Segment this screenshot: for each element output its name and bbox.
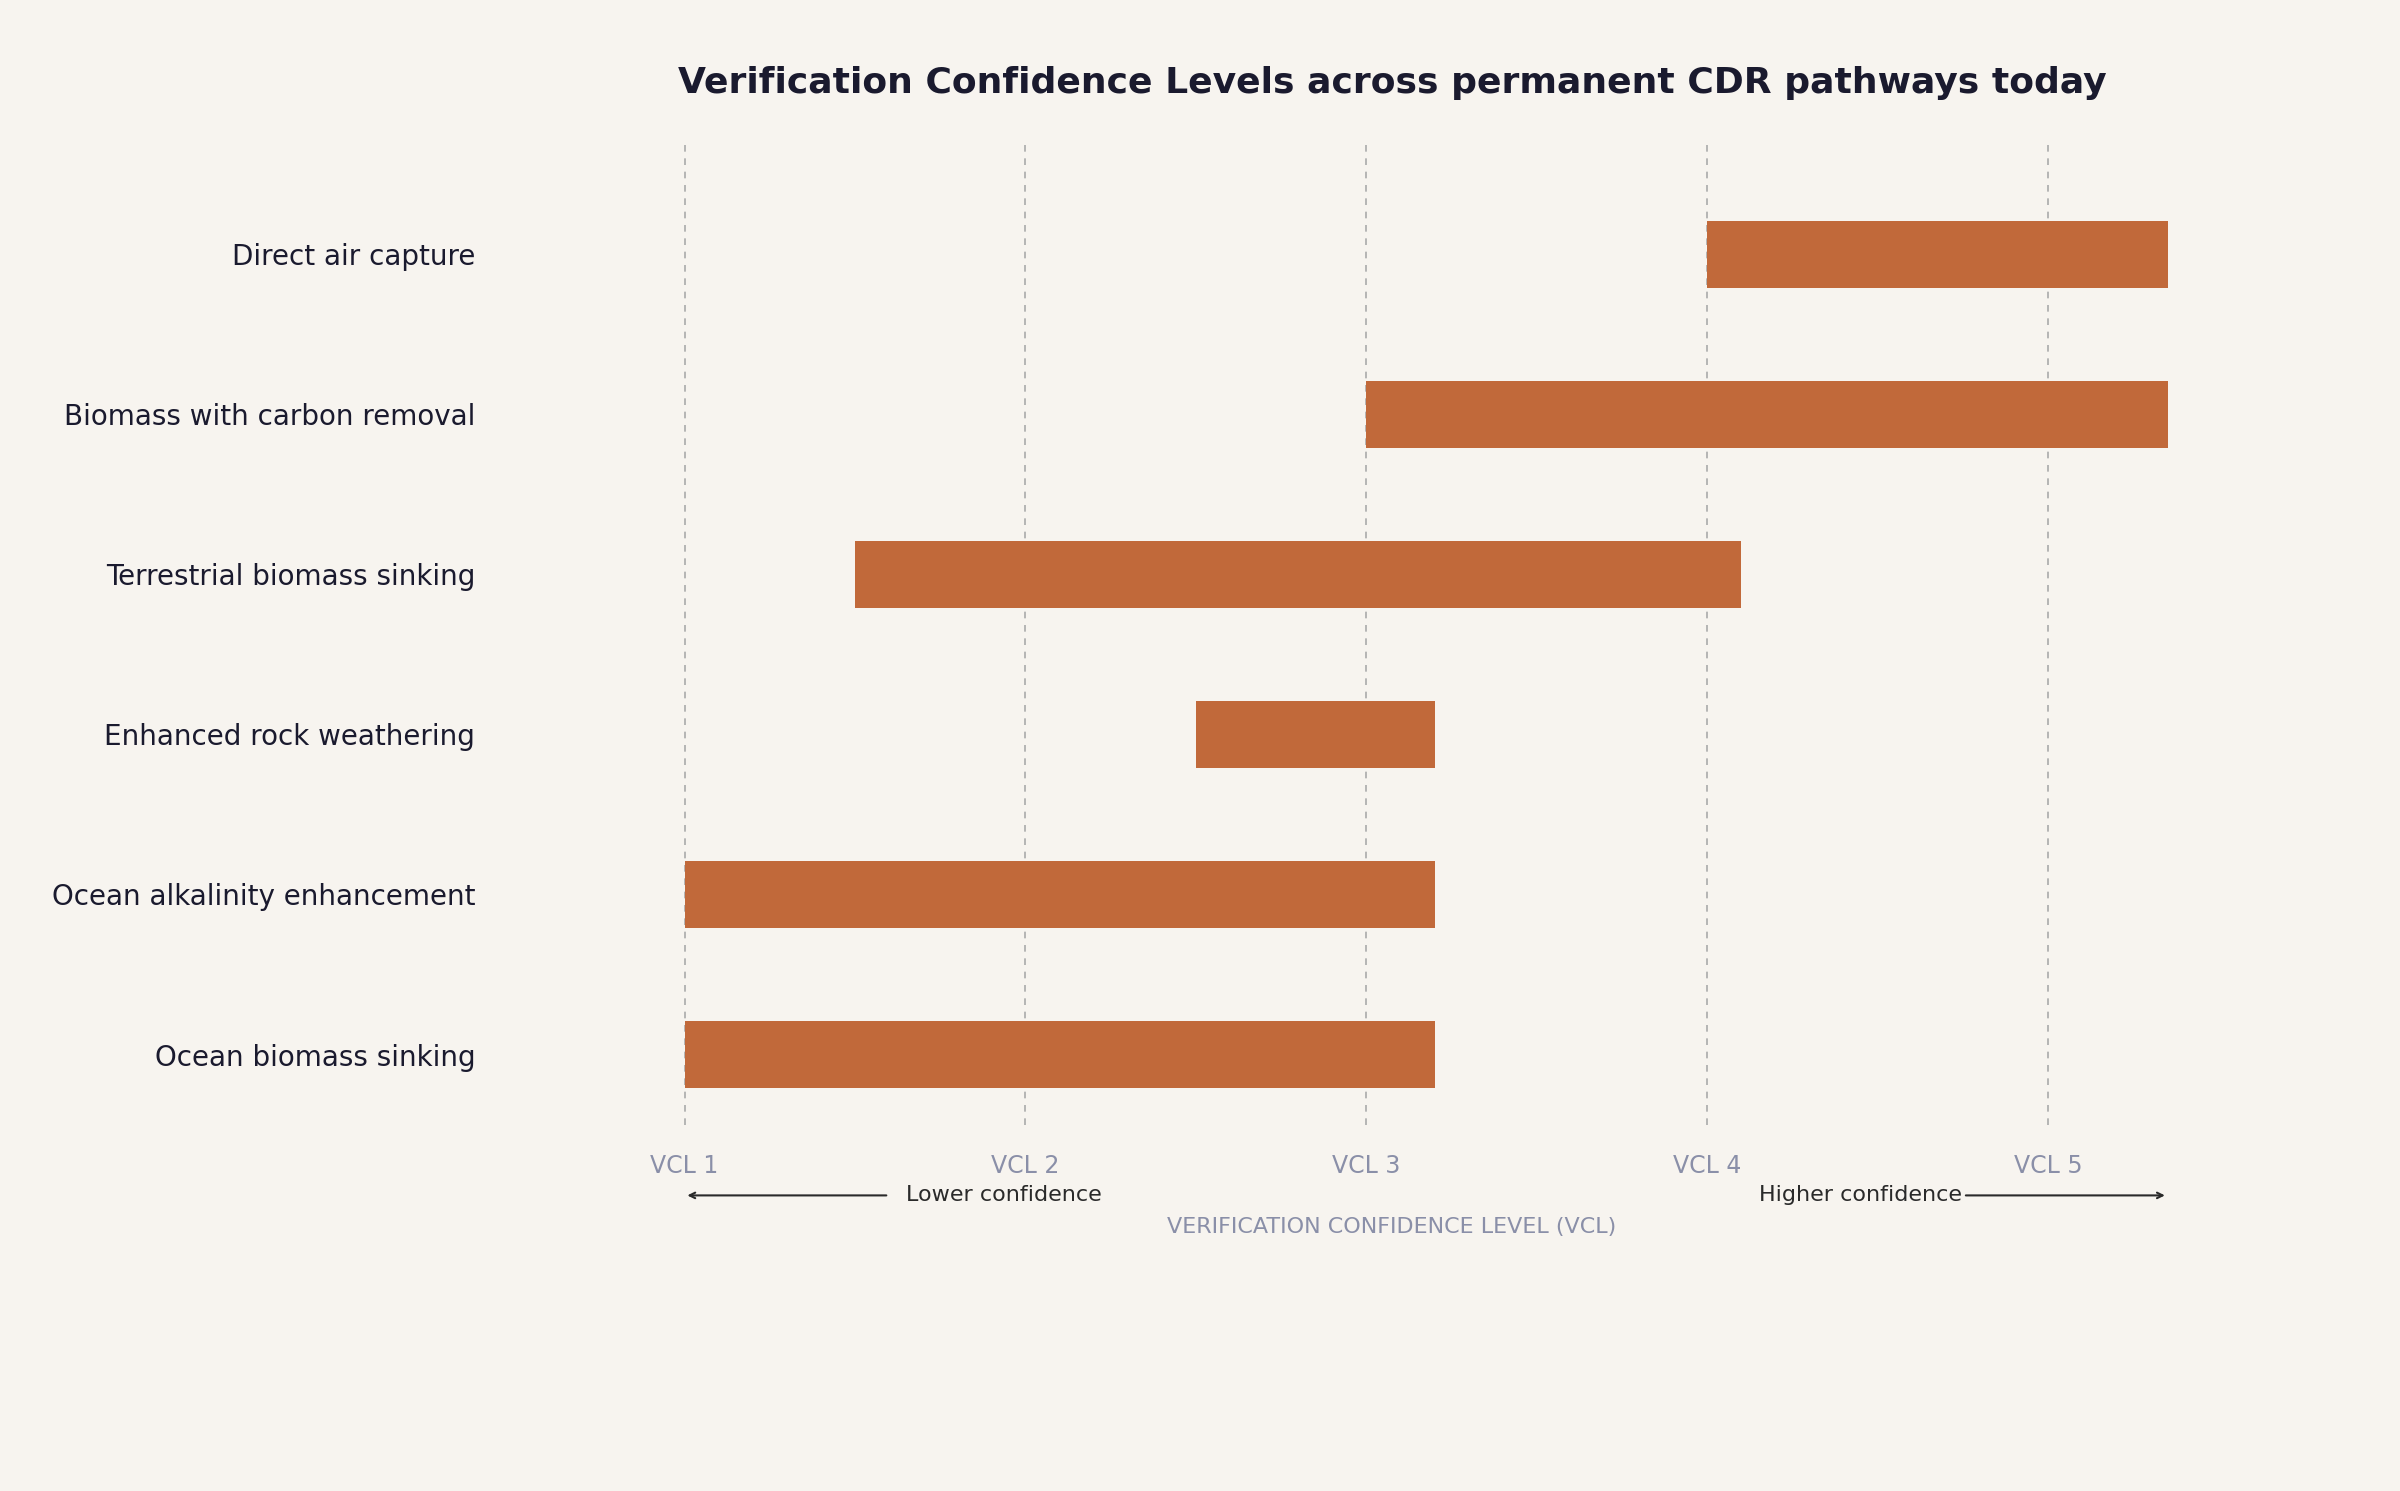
Bar bbox=[1195, 701, 1435, 768]
Bar bbox=[684, 1021, 1435, 1088]
Bar bbox=[1366, 380, 2167, 447]
Bar bbox=[1706, 221, 2167, 288]
Text: VERIFICATION CONFIDENCE LEVEL (VCL): VERIFICATION CONFIDENCE LEVEL (VCL) bbox=[1166, 1218, 1618, 1238]
Bar bbox=[854, 541, 1742, 608]
Text: VCL 2: VCL 2 bbox=[991, 1154, 1061, 1178]
Title: Verification Confidence Levels across permanent CDR pathways today: Verification Confidence Levels across pe… bbox=[677, 66, 2107, 100]
Text: VCL 3: VCL 3 bbox=[1332, 1154, 1402, 1178]
Bar bbox=[684, 860, 1435, 927]
Text: VCL 4: VCL 4 bbox=[1673, 1154, 1742, 1178]
Text: Lower confidence: Lower confidence bbox=[907, 1185, 1102, 1205]
Text: VCL 1: VCL 1 bbox=[650, 1154, 718, 1178]
Text: VCL 5: VCL 5 bbox=[2014, 1154, 2083, 1178]
Text: Higher confidence: Higher confidence bbox=[1759, 1185, 1961, 1205]
